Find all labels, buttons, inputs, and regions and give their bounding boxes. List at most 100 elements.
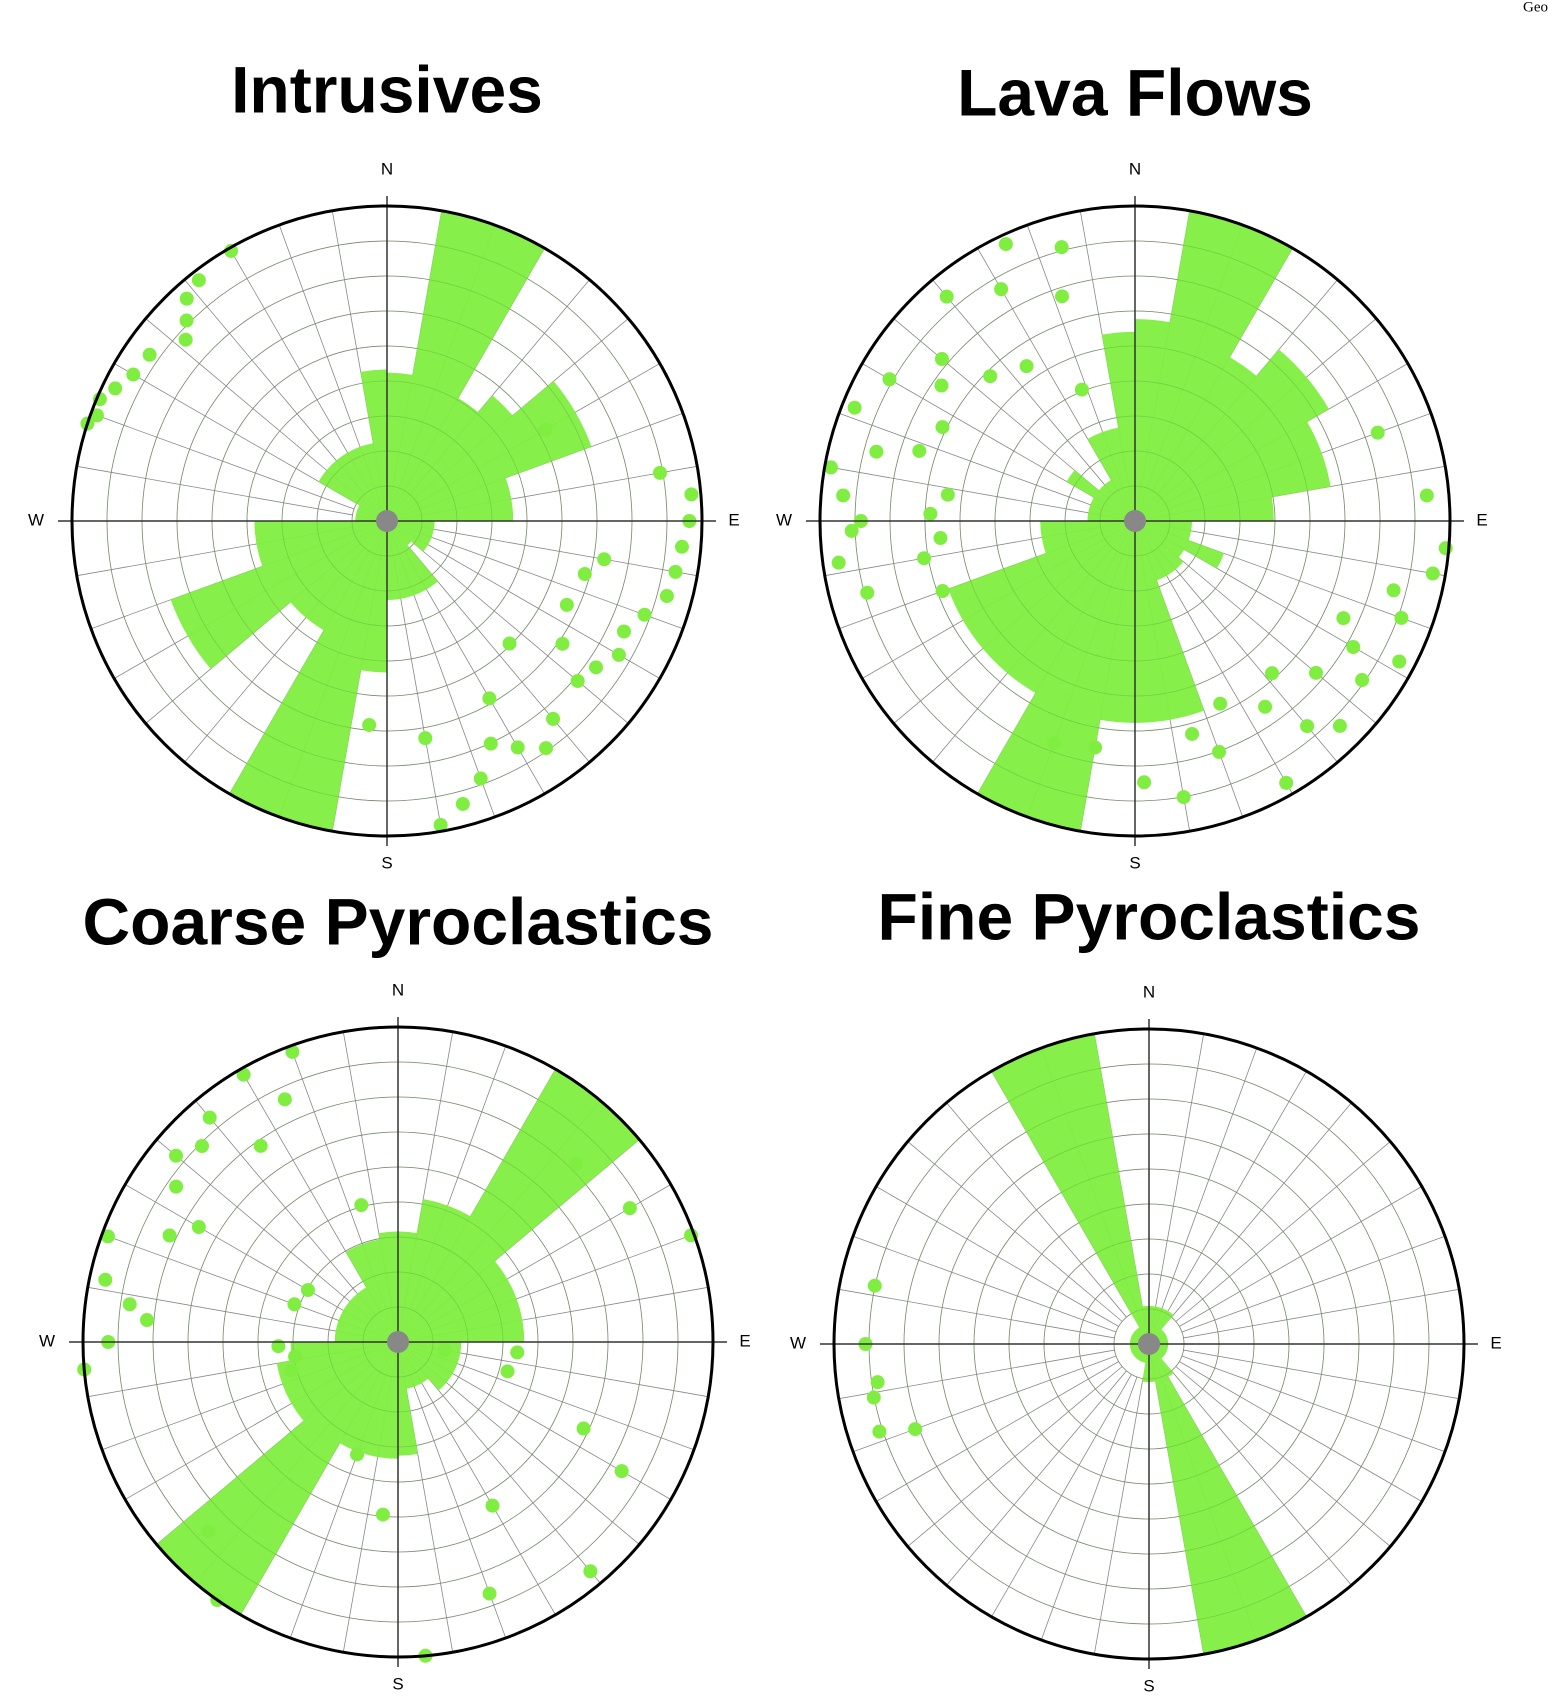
data-point: [1019, 359, 1034, 374]
direction-label: W: [776, 510, 792, 529]
grid-spoke: [392, 555, 443, 832]
grid-spoke: [1154, 1033, 1205, 1310]
data-point: [908, 1422, 923, 1437]
data-point: [668, 564, 683, 579]
direction-label: N: [392, 980, 404, 999]
rose-petal: [397, 1341, 447, 1391]
data-point: [191, 273, 206, 288]
data-point: [288, 1349, 303, 1364]
data-point: [917, 551, 932, 566]
data-point: [162, 1228, 177, 1243]
data-point: [122, 1297, 137, 1312]
grid-spoke: [1152, 551, 1293, 794]
data-point: [659, 589, 674, 604]
center-hub: [1138, 1333, 1160, 1355]
chart-title: Lava Flows: [957, 55, 1313, 129]
outer-circle: [832, 1027, 1466, 1661]
data-point: [1392, 654, 1407, 669]
grid-spoke: [1179, 1186, 1422, 1327]
data-point: [179, 291, 194, 306]
grid-spoke: [415, 1372, 556, 1615]
data-point: [179, 313, 194, 328]
data-point: [597, 552, 612, 567]
data-point: [538, 741, 553, 756]
data-point: [589, 660, 604, 675]
data-point: [253, 1138, 268, 1153]
data-point: [1176, 790, 1191, 805]
data-point: [169, 1148, 184, 1163]
data-point: [836, 488, 851, 503]
data-point: [201, 1524, 216, 1539]
data-point: [616, 624, 631, 639]
grid-spoke: [278, 224, 376, 489]
grid-spoke: [1181, 1235, 1446, 1333]
data-point: [1308, 665, 1323, 680]
data-point: [1212, 744, 1227, 759]
data-point: [935, 584, 950, 599]
grid-spoke: [195, 1100, 376, 1316]
direction-label: N: [1129, 159, 1141, 178]
grid-spoke: [1179, 1361, 1422, 1502]
data-point: [882, 372, 897, 387]
rose-petal: [170, 520, 388, 637]
grid-spoke: [424, 1364, 640, 1545]
rose-petal: [276, 1341, 399, 1385]
grid-spoke: [876, 1186, 1119, 1327]
rose-petal: [1148, 1343, 1258, 1655]
grid-spoke: [1175, 1366, 1391, 1547]
grid-spoke: [838, 1288, 1115, 1339]
grid-spoke: [876, 1361, 1119, 1502]
direction-label: S: [1129, 853, 1140, 872]
rose-petal: [1040, 1033, 1150, 1345]
grid-spoke: [1169, 526, 1446, 577]
data-point: [1355, 672, 1370, 687]
direction-label: S: [1143, 1676, 1154, 1695]
grid-spoke: [430, 1353, 695, 1451]
grid-spoke: [145, 318, 361, 499]
data-point: [510, 740, 525, 755]
grid-spoke: [1181, 1355, 1446, 1453]
grid-spoke: [824, 465, 1101, 516]
grid-spoke: [1175, 1141, 1391, 1322]
data-point: [202, 1110, 217, 1125]
chart-title: Intrusives: [231, 52, 543, 126]
grid-spoke: [409, 547, 590, 763]
direction-label: S: [392, 1674, 403, 1693]
outer-circle: [818, 204, 1452, 838]
data-point: [418, 731, 433, 746]
data-point: [546, 711, 561, 726]
data-point: [1300, 719, 1315, 734]
data-point: [998, 237, 1013, 252]
direction-label: W: [28, 510, 44, 529]
data-point: [983, 369, 998, 384]
data-point: [482, 691, 497, 706]
data-point: [870, 1375, 885, 1390]
rose-panel: Lava Flows N E S W: [776, 55, 1488, 872]
data-point: [500, 1364, 515, 1379]
grid-spoke: [1040, 1376, 1138, 1641]
data-point: [350, 1447, 365, 1462]
grid-spoke: [114, 363, 357, 504]
data-point: [935, 420, 950, 435]
data-point: [555, 636, 570, 651]
data-point: [473, 771, 488, 786]
data-point: [433, 818, 448, 833]
data-point: [611, 647, 626, 662]
chart-title: Fine Pyroclastics: [878, 879, 1421, 953]
center-hub: [376, 510, 398, 532]
data-point: [139, 1313, 154, 1328]
data-point: [224, 243, 239, 258]
grid-spoke: [1166, 1071, 1307, 1314]
data-point: [89, 408, 104, 423]
data-point: [674, 539, 689, 554]
data-point: [860, 585, 875, 600]
direction-label: W: [39, 1331, 55, 1350]
data-point: [126, 367, 141, 382]
grid-spoke: [1171, 1102, 1352, 1318]
data-point: [939, 289, 954, 304]
data-point: [354, 1198, 369, 1213]
rose-petal: [386, 411, 592, 522]
data-point: [831, 555, 846, 570]
data-point: [934, 378, 949, 393]
direction-label: S: [381, 853, 392, 872]
